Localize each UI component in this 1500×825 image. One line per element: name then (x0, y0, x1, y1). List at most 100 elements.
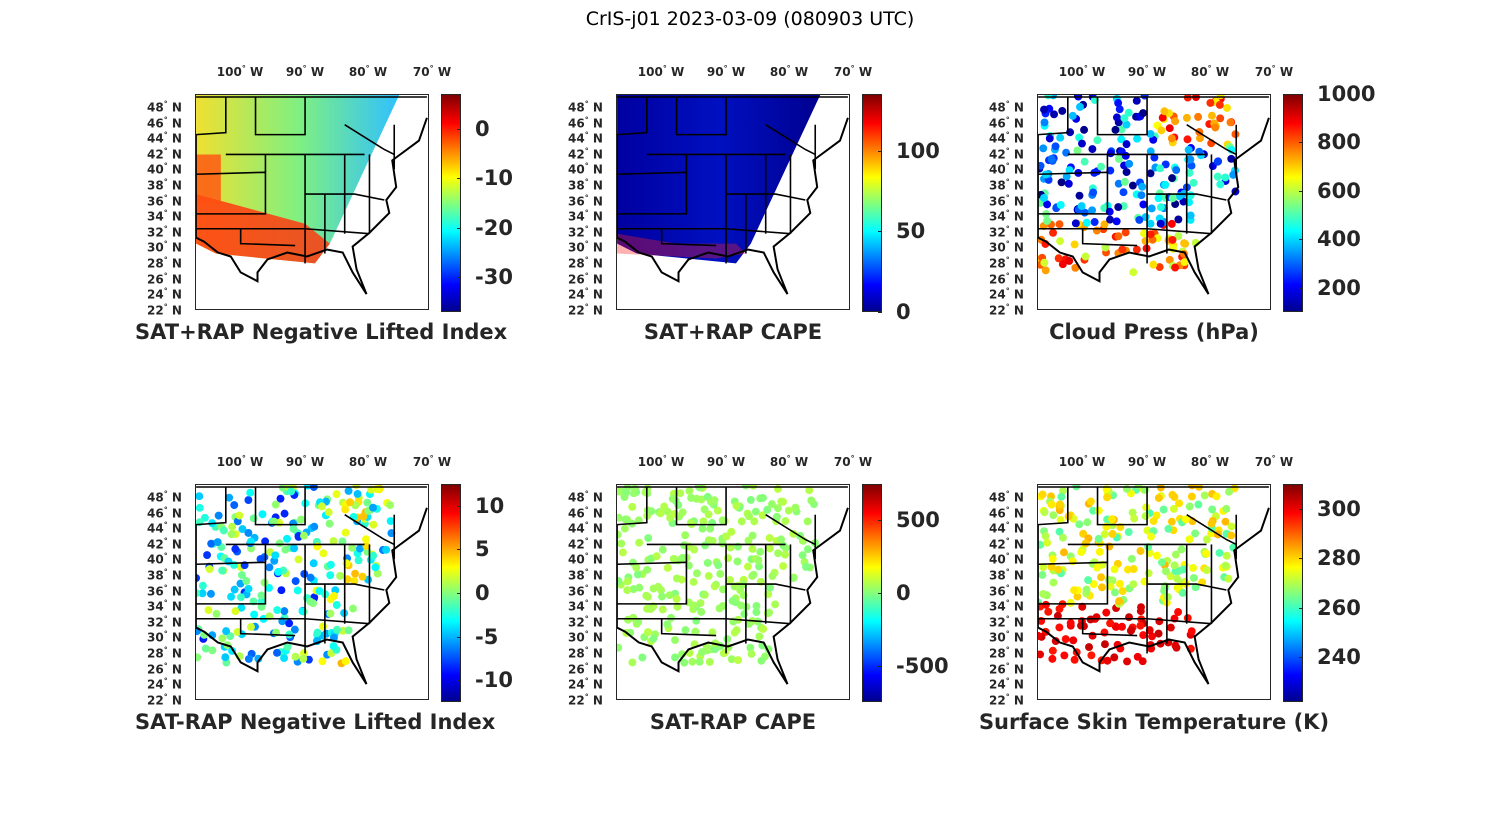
data-point (324, 508, 333, 517)
data-point (670, 555, 679, 564)
latitude-tick-label: 44° N (989, 130, 1024, 146)
data-point (1202, 535, 1211, 544)
data-point (1194, 112, 1203, 121)
lat-value: 42 (147, 537, 164, 552)
lat-value: 44 (147, 131, 164, 146)
latitude-tick-label: 32° N (147, 614, 182, 630)
state-border (1147, 193, 1227, 201)
data-point (1146, 129, 1155, 138)
data-point (779, 541, 788, 550)
data-point (1147, 204, 1156, 213)
lat-hemisphere: N (171, 162, 182, 177)
data-point (656, 509, 665, 518)
lat-value: 38 (989, 568, 1006, 583)
data-point (1039, 563, 1048, 571)
lon-value: 70 (412, 65, 430, 79)
lat-hemisphere: N (1013, 662, 1024, 677)
latitude-tick-label: 30° N (147, 629, 182, 645)
colorbar-tick-mark (878, 150, 882, 152)
data-point (353, 489, 362, 498)
data-point (1087, 651, 1096, 660)
data-point (283, 534, 291, 543)
colorbar-tick-mark (878, 665, 882, 667)
state-border (617, 486, 648, 526)
lat-value: 30 (147, 240, 164, 255)
data-point (387, 529, 396, 538)
data-point (767, 500, 776, 509)
latitude-tick-label: 34° N (568, 208, 603, 224)
data-point (1168, 194, 1177, 203)
data-point (1129, 580, 1138, 589)
data-point (634, 617, 643, 626)
data-point (1212, 492, 1221, 501)
colorbar-tick-mark (1299, 607, 1303, 609)
data-point (1127, 554, 1136, 563)
data-point (265, 563, 274, 572)
longitude-tick-label: 90° W (1127, 454, 1167, 469)
data-point (1041, 600, 1050, 609)
data-point (628, 502, 637, 511)
map-axes (1037, 94, 1271, 310)
lat-hemisphere: N (592, 506, 603, 521)
coastline (617, 507, 849, 685)
data-point (1171, 641, 1180, 650)
data-point (297, 515, 305, 524)
data-point (1164, 524, 1173, 533)
data-point (1038, 570, 1047, 579)
state-border (1186, 514, 1237, 546)
data-point (1121, 151, 1130, 160)
data-point (781, 517, 790, 526)
state-border (1038, 486, 1069, 526)
data-point (768, 572, 777, 581)
lon-value: 90 (1127, 455, 1145, 469)
data-point (196, 574, 201, 582)
latitude-tick-label: 22° N (989, 302, 1024, 318)
data-point (1136, 547, 1145, 555)
data-point (746, 495, 755, 504)
lat-value: 44 (989, 521, 1006, 536)
lat-hemisphere: N (592, 303, 603, 318)
lat-hemisphere: N (171, 506, 182, 521)
lat-value: 42 (989, 147, 1006, 162)
colorbar-tick-label: -30 (475, 265, 513, 290)
data-point (1227, 154, 1236, 163)
data-point (1106, 215, 1114, 224)
data-point (369, 503, 377, 512)
data-point (1100, 530, 1109, 539)
data-point (1038, 161, 1045, 170)
data-point (763, 505, 772, 514)
data-point (196, 589, 201, 598)
colorbar-tick-mark (878, 312, 882, 313)
data-point (1098, 583, 1106, 592)
lat-value: 48 (989, 490, 1006, 505)
lat-hemisphere: N (592, 615, 603, 630)
data-point (285, 630, 294, 639)
data-point (1118, 622, 1126, 631)
data-point (1171, 550, 1180, 559)
lat-value: 34 (989, 599, 1006, 614)
longitude-tick-label: 80° W (348, 454, 388, 469)
latitude-tick-label: 28° N (147, 645, 182, 661)
data-point (1133, 134, 1142, 143)
lat-value: 46 (147, 116, 164, 131)
lat-value: 38 (568, 178, 585, 193)
data-point (1125, 613, 1133, 622)
data-point (224, 557, 233, 566)
data-point (759, 624, 768, 633)
lon-value: 100 (216, 65, 242, 79)
data-point (698, 524, 707, 533)
colorbar-tick-mark (457, 505, 461, 507)
data-point (1171, 263, 1180, 272)
data-point (718, 539, 727, 548)
latitude-tick-label: 22° N (568, 302, 603, 318)
latitude-tick-label: 24° N (147, 286, 182, 302)
lat-hemisphere: N (1013, 584, 1024, 599)
lon-value: 100 (637, 65, 663, 79)
data-point (1191, 583, 1200, 592)
latitude-tick-label: 24° N (147, 676, 182, 692)
latitude-tick-label: 22° N (147, 302, 182, 318)
lon-hemisphere: W (1152, 65, 1167, 79)
data-point (293, 586, 302, 595)
data-point (1186, 211, 1195, 220)
data-point (713, 506, 722, 515)
